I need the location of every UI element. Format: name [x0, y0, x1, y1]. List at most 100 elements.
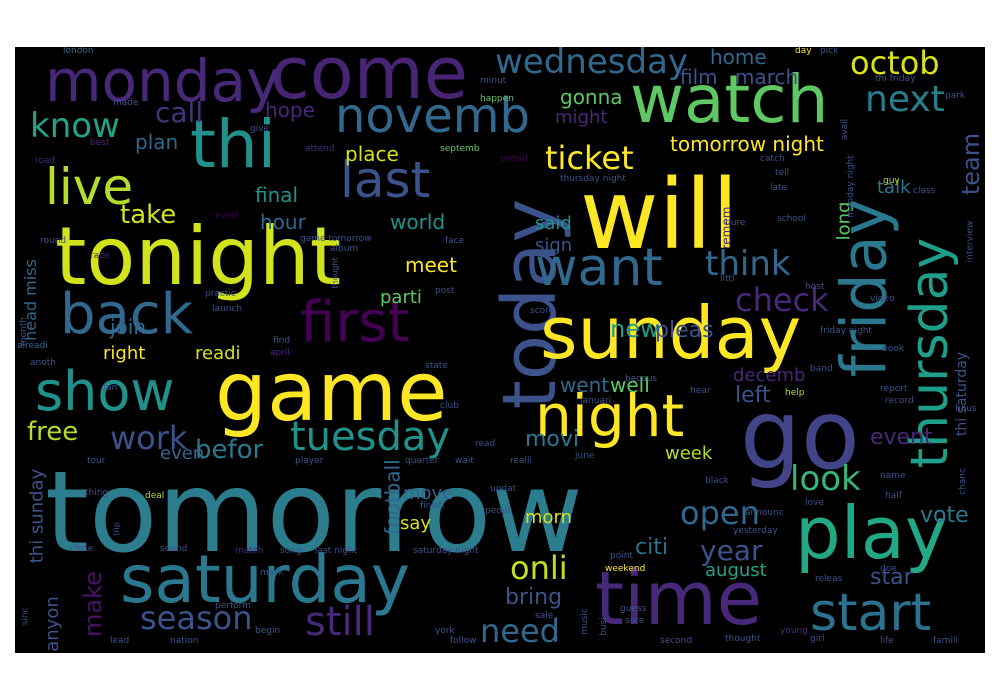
word-late: late [770, 183, 788, 193]
word-yesterday: yesterday [733, 526, 778, 536]
word-month: month [19, 316, 30, 347]
word-septemb: septemb [440, 144, 480, 154]
word-saturday-night: saturday night [413, 546, 479, 556]
word-time: time [595, 556, 763, 642]
word-life: life [880, 636, 894, 646]
word-will: will [580, 159, 739, 271]
word-releas: releas [815, 574, 843, 584]
word-wednesday: wednesday [495, 47, 689, 82]
word-state: state [425, 361, 448, 371]
word-chanc: chanc [957, 468, 968, 495]
word-movi: movi [525, 427, 580, 452]
word-saturday: saturday [120, 541, 410, 618]
word-parti: parti [380, 287, 422, 308]
word-thi-friday: thi friday [875, 74, 916, 84]
word-free: free [27, 417, 79, 447]
word-mark: mark [260, 568, 284, 578]
word-video: video [870, 294, 895, 304]
word-london: london [63, 47, 94, 56]
word-anyon: anyon [41, 596, 63, 652]
word-girl: girl [810, 634, 825, 644]
word-album: album [330, 244, 359, 254]
word-york: york [435, 626, 455, 636]
word-need: need [480, 612, 560, 650]
word-guess: guess [620, 604, 647, 614]
word-well: well [610, 373, 650, 397]
word-join: join [110, 315, 147, 339]
word-music: music [579, 608, 590, 635]
word-day: day [795, 47, 812, 56]
word-tour: tour [87, 456, 106, 466]
word-match: match [235, 546, 264, 556]
word-hope: hope [265, 98, 315, 122]
word-love: love [805, 498, 824, 508]
word-race: race [90, 251, 110, 261]
word-move: move [403, 483, 454, 504]
word-follow: follow [450, 636, 477, 646]
word-updat: updat [490, 484, 517, 494]
word-dure: dure [725, 218, 746, 228]
word-close: close [70, 544, 94, 554]
word-school: school [777, 214, 806, 224]
word-befor: befor [195, 435, 264, 465]
word-sunday: sunday [540, 291, 802, 375]
word-thought-v: thought [330, 257, 340, 289]
word-post: post [435, 286, 455, 296]
word-place: place [345, 142, 399, 166]
word-left: left [735, 383, 771, 408]
word-next: next [865, 79, 945, 120]
word-practic: practic [205, 289, 236, 299]
word-want: want [535, 238, 663, 298]
word-august: august [705, 560, 767, 581]
word-begin: begin [255, 626, 281, 636]
word-remem: remem [719, 206, 734, 250]
word-game: game [215, 345, 448, 440]
word-weekend: weekend [605, 564, 646, 574]
word-film: film [680, 65, 718, 89]
word-know: know [30, 106, 120, 146]
word-june: june [575, 451, 595, 461]
word-hous: hous [955, 404, 977, 414]
word-thi-sunday: thi sunday [26, 468, 48, 564]
word-season: season [140, 599, 253, 637]
word-watch: watch [630, 61, 829, 138]
word-club: club [440, 401, 459, 411]
word-went: went [560, 373, 610, 397]
word-vote: vote [920, 503, 969, 528]
word-novemb: novemb [335, 88, 530, 144]
word-night: night [535, 382, 685, 450]
word-perform: perform [215, 601, 251, 611]
word-everi: everi [215, 211, 238, 221]
word-first: first [300, 290, 410, 355]
word-come: come [270, 47, 469, 115]
word-said: said [535, 213, 572, 234]
word-sign: sign [535, 235, 573, 256]
word-new: new [610, 315, 660, 343]
word-busi: busi [598, 617, 609, 636]
word-say: say [400, 513, 432, 534]
word-nation: nation [170, 636, 199, 646]
word-thing: thing [85, 488, 109, 498]
word-pleas: pleas [655, 318, 714, 343]
word-ticket: ticket [545, 139, 634, 177]
word-play: play [795, 491, 948, 575]
word-littl: littl [720, 274, 735, 284]
word-help: help [785, 388, 805, 398]
word-gonna: gonna [560, 85, 623, 109]
word-bring: bring [505, 585, 563, 610]
word-launch: launch [212, 304, 243, 314]
word-finish: finish [420, 501, 445, 511]
word-might: might [555, 107, 608, 128]
word-happen: happen [480, 94, 514, 104]
word-peopl: peopl [485, 506, 510, 516]
word-avail: avail [840, 118, 851, 141]
word-onli: onli [510, 549, 568, 587]
word-quarter: quarter [405, 456, 439, 466]
word-name: name [880, 471, 906, 481]
word-sinc: sinc [20, 607, 31, 626]
word-call: call [155, 96, 204, 129]
word-talk: talk [877, 177, 911, 198]
word-tuesday: tuesday [290, 414, 451, 460]
word-thought: thought [725, 634, 761, 644]
word-anoth: anoth [30, 358, 56, 368]
